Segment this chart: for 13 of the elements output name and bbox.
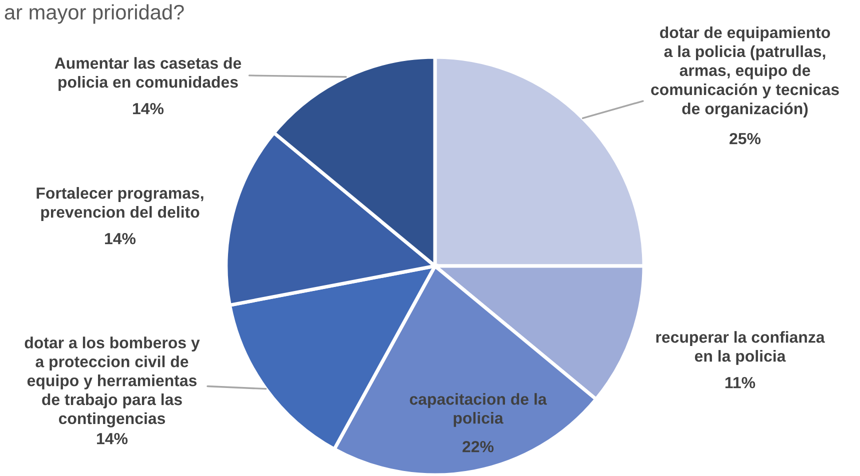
data-label: 22%: [462, 440, 494, 452]
slice-label: dotar a los bomberos y a proteccion civil de equipo y herramientas de trabajo para las contingencias: [24, 336, 200, 428]
slice-label: Fortalecer programas, prevencion del delito: [36, 187, 204, 221]
data-label: 14%: [133, 103, 164, 114]
data-label: 14%: [97, 433, 128, 444]
data-label: 14%: [105, 233, 136, 244]
slice-label: Aumentar las casetas de policia en comunidades: [54, 57, 242, 91]
slice-label: capacitacion de la policia: [410, 393, 547, 427]
slice-label: recuperar la confianza en la policia: [656, 331, 825, 365]
data-label: 11%: [725, 377, 756, 388]
chart-title: ar mayor prioridad?: [4, 4, 184, 24]
slice-label: dotar de equipamiento a la policia (patrullas, armas, equipo de comunicación y tecnicas de organización): [651, 26, 839, 118]
data-label: 25%: [730, 132, 761, 144]
